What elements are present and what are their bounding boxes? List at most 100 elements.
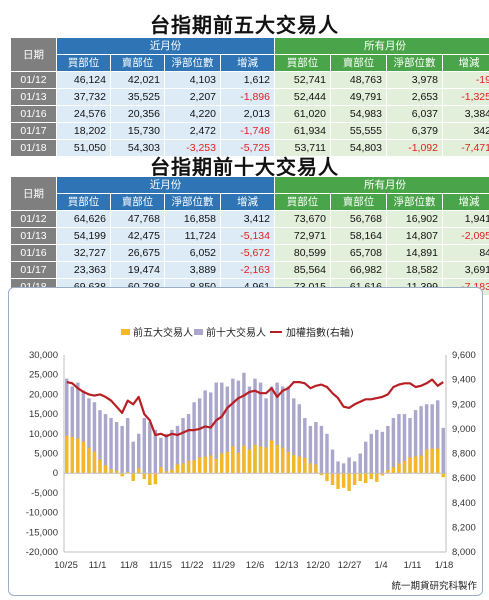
table-cell: 53,711 xyxy=(274,139,331,157)
y-left-tick-label: -20,000 xyxy=(26,547,58,558)
legend-item: 加權指數(右軸) xyxy=(270,326,354,339)
table-cell: 18,582 xyxy=(386,261,443,279)
table-cell: 2,013 xyxy=(220,105,275,123)
top5-bar xyxy=(402,460,407,474)
top10-bar xyxy=(303,418,307,474)
top10-bar xyxy=(336,461,340,474)
top10-bar xyxy=(242,372,246,474)
row-date: 01/12 xyxy=(10,210,57,228)
column-header-row: 買部位 賣部位 淨部位數 增減 買部位 賣部位 淨部位數 增減 xyxy=(11,54,489,72)
legend-label: 前五大交易人 xyxy=(133,326,193,339)
top10-bar xyxy=(170,429,174,474)
top5-bar xyxy=(225,451,230,474)
table-cell: 84 xyxy=(442,244,489,262)
y-right-tick-label: 8,000 xyxy=(452,547,476,558)
top10-bar xyxy=(413,410,418,474)
top10-bar xyxy=(441,427,445,474)
x-tick-label: 12/20 xyxy=(306,560,330,571)
column-header: 淨部位數 xyxy=(164,193,221,211)
top5-bar xyxy=(231,446,235,474)
top10-bar xyxy=(430,404,434,474)
table-cell: 2,207 xyxy=(164,88,221,106)
table-row: 01/16 32,727 26,675 6,052 -5,672 80,599 65,708… xyxy=(10,244,489,262)
table-cell: 52,444 xyxy=(274,88,331,106)
x-tick-label: 11/22 xyxy=(180,560,203,571)
top10-bar xyxy=(341,463,346,474)
table-cell: 85,564 xyxy=(274,261,331,279)
top10-bar xyxy=(330,449,335,474)
top5-bar xyxy=(214,459,218,474)
table-cell: 58,164 xyxy=(330,227,387,245)
y-left-tick-label: 15,000 xyxy=(29,409,58,420)
column-header: 買部位 xyxy=(56,54,111,72)
top10-bar xyxy=(208,392,213,474)
x-tick-label: 10/25 xyxy=(54,560,78,571)
table-cell: 56,768 xyxy=(330,210,387,228)
top10-bar xyxy=(109,418,113,474)
near-month-header: 近月份 xyxy=(56,37,275,55)
top5-bar xyxy=(325,473,329,482)
table-cell: 3,384 xyxy=(442,105,489,123)
y-right-tick-label: 8,200 xyxy=(452,522,476,533)
top5-bar xyxy=(247,449,252,474)
top5-bar xyxy=(413,456,418,474)
top10-bar xyxy=(369,433,373,474)
top5-bar xyxy=(208,455,213,474)
top5-bar xyxy=(391,467,396,474)
table-cell: 66,982 xyxy=(330,261,387,279)
top5-bar xyxy=(303,457,307,474)
top5-bar xyxy=(419,455,423,474)
top5-bar xyxy=(258,446,263,474)
table-cell: 16,858 xyxy=(164,210,221,228)
top10-bar xyxy=(231,378,235,474)
x-tick-label: 12/13 xyxy=(275,560,299,571)
table-cell: 2,472 xyxy=(164,122,221,140)
top5-bar xyxy=(341,473,346,488)
top10-bar xyxy=(103,414,108,474)
top10-bar xyxy=(159,437,163,474)
top10-bar xyxy=(408,418,412,474)
table-cell: 20,356 xyxy=(110,105,165,123)
top10-bar xyxy=(347,457,351,474)
top5-bar xyxy=(330,473,335,486)
top10-bar xyxy=(197,398,202,474)
top10-bar xyxy=(375,429,379,474)
table-cell: 37,732 xyxy=(56,88,111,106)
top10-bar xyxy=(280,386,285,474)
top5-bar xyxy=(131,473,135,482)
top5-bar xyxy=(336,473,340,489)
table-cell: -5,672 xyxy=(220,244,275,262)
column-header: 賣部位 xyxy=(330,54,387,72)
top10-bar xyxy=(286,386,290,474)
column-header: 買部位 xyxy=(274,193,331,211)
top10-bar xyxy=(125,418,130,474)
table-cell: 1,941 xyxy=(442,210,489,228)
top5-bar xyxy=(65,435,69,474)
top5-bar xyxy=(186,460,191,474)
top5-bar xyxy=(159,467,163,474)
top10-bar xyxy=(164,433,169,474)
top5-bar xyxy=(137,468,141,474)
row-date: 01/18 xyxy=(10,139,57,157)
legend-label: 前十大交易人 xyxy=(206,326,266,339)
top5-bar xyxy=(275,444,279,474)
row-date: 01/17 xyxy=(10,261,57,279)
column-header: 賣部位 xyxy=(110,193,165,211)
table-cell: 23,363 xyxy=(56,261,111,279)
table-cell: 64,626 xyxy=(56,210,111,228)
top5-bar xyxy=(286,451,290,474)
table-cell: 2,653 xyxy=(386,88,443,106)
table-cell: 3,412 xyxy=(220,210,275,228)
table-cell: -2,095 xyxy=(442,227,489,245)
table-cell: 3,978 xyxy=(386,71,443,89)
column-header: 增減 xyxy=(220,193,275,211)
top5-bar xyxy=(81,441,86,474)
table-cell: -2,163 xyxy=(220,261,275,279)
top10-bar xyxy=(65,378,69,474)
top10-bar xyxy=(419,406,423,474)
table-cell: 54,199 xyxy=(56,227,111,245)
top5-bar xyxy=(364,473,368,484)
table-row: 01/16 24,576 20,356 4,220 2,013 61,020 54,983 6… xyxy=(10,105,489,123)
column-header: 買部位 xyxy=(56,193,111,211)
table-row: 01/12 64,626 47,768 16,858 3,412 73,670 56,768… xyxy=(10,210,489,228)
